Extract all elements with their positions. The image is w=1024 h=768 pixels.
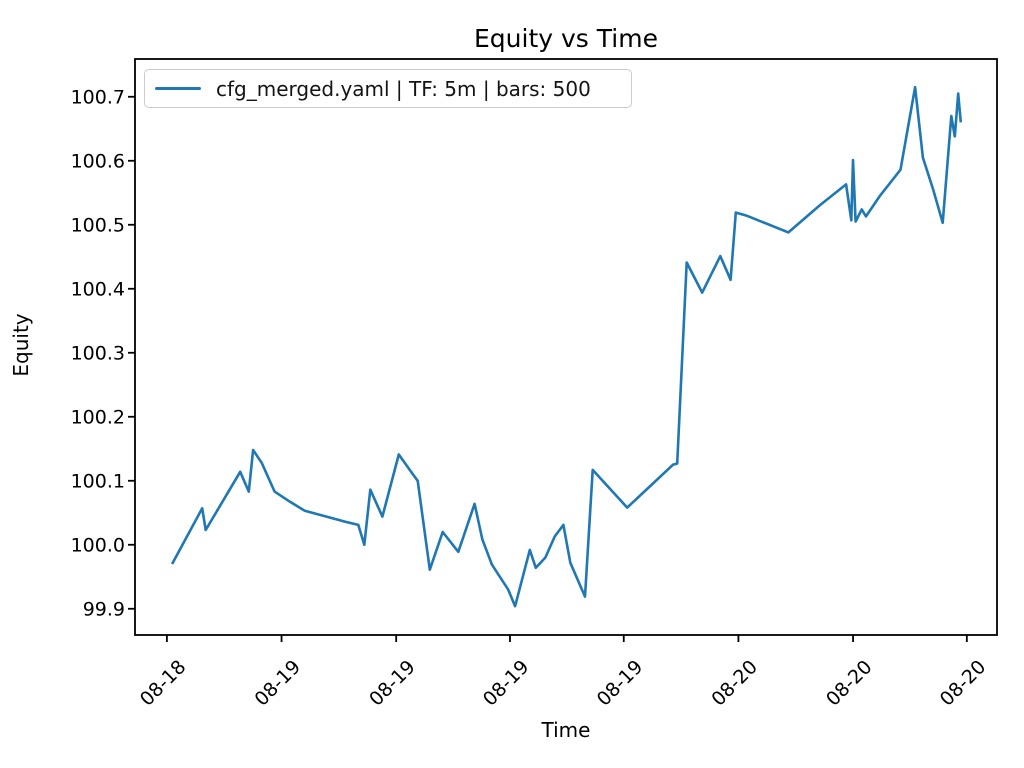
axes-layer: 99.9 100.0 100.1 100.2 100.3 100.4 100.5 100.6 1…: [71, 58, 998, 711]
x-axis-label: Time: [541, 718, 591, 742]
x-tick-label: 08-20: [936, 656, 991, 711]
y-axis-label: Equity: [9, 313, 33, 376]
y-tick-label: 100.4: [71, 278, 125, 300]
y-tick-label: 100.6: [71, 150, 125, 172]
y-tick-label: 100.5: [71, 214, 125, 236]
y-tick-label: 100.0: [71, 534, 125, 556]
chart-title: Equity vs Time: [474, 24, 658, 53]
x-tick-label: 08-19: [365, 656, 420, 711]
legend: cfg_merged.yaml | TF: 5m | bars: 500: [144, 69, 632, 108]
legend-line-sample: [155, 86, 201, 91]
y-tick-label: 100.2: [71, 406, 125, 428]
x-tick-label: 08-19: [250, 656, 305, 711]
x-tick-label: 08-20: [707, 656, 762, 711]
y-tick-label: 100.7: [71, 86, 125, 108]
y-tick-label: 99.9: [83, 598, 125, 620]
legend-label: cfg_merged.yaml | TF: 5m | bars: 500: [216, 76, 591, 101]
series-layer: [170, 85, 963, 608]
x-tick-label: 08-19: [479, 656, 534, 711]
plot-frame: [134, 58, 998, 636]
x-tick-label: 08-20: [822, 656, 877, 711]
y-tick-label: 100.3: [71, 342, 125, 364]
equity-line: [170, 85, 963, 608]
x-tick-label: 08-18: [136, 656, 191, 711]
y-tick-label: 100.1: [71, 470, 125, 492]
x-tick-label: 08-19: [593, 656, 648, 711]
